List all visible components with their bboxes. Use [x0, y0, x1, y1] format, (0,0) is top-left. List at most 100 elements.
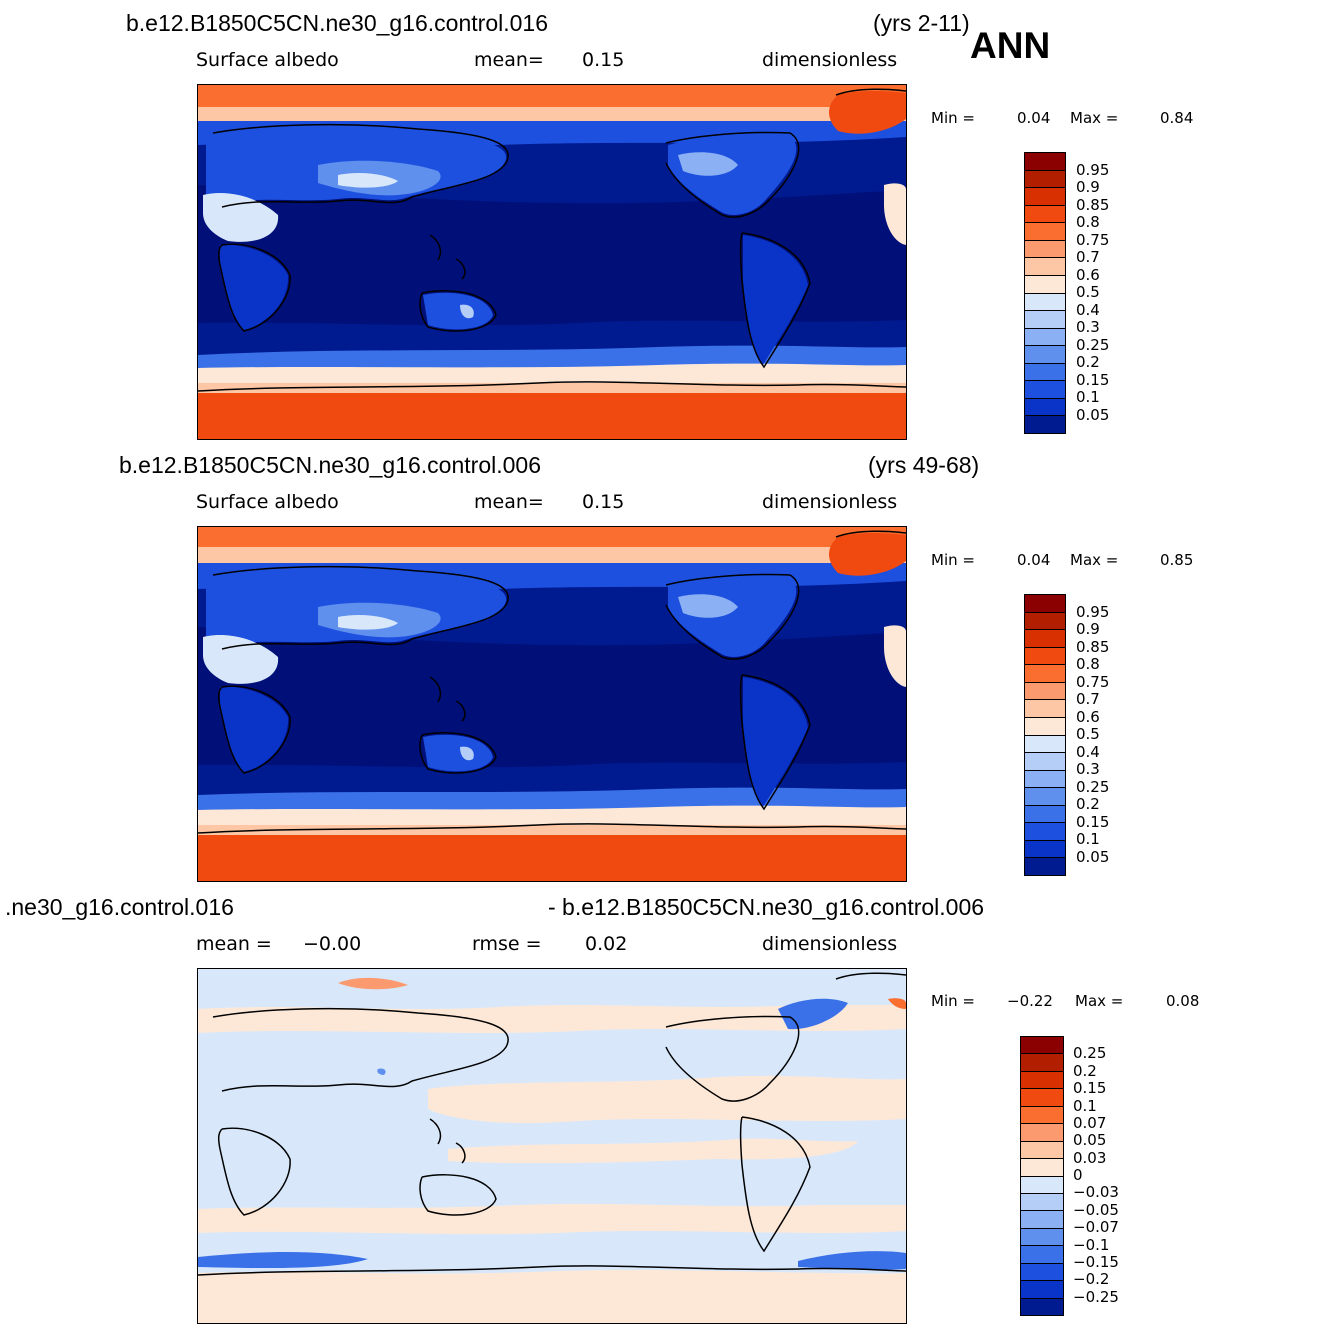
colorbar-swatch — [1025, 805, 1065, 824]
colorbar-swatch — [1025, 647, 1065, 666]
colorbar-tick-label: 0.2 — [1076, 795, 1100, 813]
colorbar-tick-label: 0.05 — [1073, 1131, 1107, 1150]
colorbar-tick-label: 0.5 — [1076, 283, 1100, 301]
panel2-mean-value: 0.15 — [582, 491, 625, 513]
colorbar-swatch — [1025, 153, 1065, 171]
colorbar-tick-label: 0.15 — [1073, 1079, 1107, 1098]
colorbar-swatch — [1025, 416, 1065, 433]
colorbar-tick-label: 0.8 — [1076, 655, 1100, 673]
colorbar-swatch — [1021, 1141, 1063, 1160]
panel3-rmse-label: rmse = — [472, 933, 542, 955]
panel1-albedo-map — [197, 84, 907, 440]
colorbar-swatch — [1025, 823, 1065, 841]
colorbar-tick-label: 0.4 — [1076, 742, 1100, 761]
colorbar-swatch — [1025, 612, 1065, 631]
panel2-min-value: 0.04 — [1017, 551, 1051, 569]
colorbar-swatch — [1025, 788, 1065, 806]
colorbar-tick-label: 0.6 — [1076, 265, 1100, 284]
colorbar-tick-label: 0.1 — [1073, 1096, 1097, 1115]
colorbar-tick-label: 0.95 — [1076, 160, 1110, 179]
colorbar-tick-label: 0.85 — [1076, 637, 1110, 656]
colorbar-swatch — [1025, 346, 1065, 364]
colorbar-swatch — [1025, 363, 1065, 382]
panel1-units: dimensionless — [762, 49, 898, 71]
panel3-case-left: .ne30_g16.control.016 — [5, 894, 234, 920]
panel3-min-value: −0.22 — [1007, 992, 1053, 1010]
colorbar-tick-label: −0.07 — [1073, 1218, 1119, 1237]
colorbar-swatch — [1021, 1071, 1063, 1090]
colorbar-tick-label: 0.25 — [1076, 335, 1110, 354]
colorbar-swatch — [1021, 1193, 1063, 1212]
panel1-max-value: 0.84 — [1160, 109, 1194, 127]
colorbar-tick-label: −0.1 — [1073, 1235, 1110, 1254]
panel3-max-label: Max = — [1075, 992, 1124, 1010]
colorbar-tick-label: 0.15 — [1076, 812, 1110, 831]
colorbar-swatch — [1025, 665, 1065, 683]
colorbar-swatch — [1025, 595, 1065, 613]
panel2-max-value: 0.85 — [1160, 551, 1194, 569]
colorbar-swatch — [1025, 840, 1065, 859]
colorbar-swatch — [1025, 258, 1065, 276]
colorbar-tick-label: 0.6 — [1076, 707, 1100, 726]
panel3-rmse-value: 0.02 — [585, 933, 628, 955]
colorbar-tick-label: 0.3 — [1076, 318, 1100, 336]
colorbar-swatch — [1025, 717, 1065, 736]
panel2-mean-label: mean= — [474, 491, 544, 513]
colorbar-tick-label: 0.8 — [1076, 213, 1100, 231]
colorbar-tick-label: 0.9 — [1076, 178, 1100, 196]
colorbar-tick-label: −0.15 — [1073, 1252, 1119, 1271]
panel3-min-label: Min = — [931, 992, 975, 1010]
panel2-min-label: Min = — [931, 551, 975, 569]
colorbar-tick-label: 0.1 — [1076, 830, 1100, 848]
panel1-colorbar — [1024, 152, 1066, 434]
colorbar-swatch — [1025, 753, 1065, 771]
colorbar-swatch — [1025, 858, 1065, 875]
colorbar-swatch — [1025, 223, 1065, 241]
panel2-units: dimensionless — [762, 491, 898, 513]
colorbar-swatch — [1021, 1246, 1063, 1264]
colorbar-tick-label: −0.2 — [1073, 1270, 1110, 1289]
colorbar-swatch — [1021, 1037, 1063, 1055]
colorbar-swatch — [1021, 1281, 1063, 1299]
colorbar-swatch — [1025, 293, 1065, 312]
colorbar-tick-label: 0.95 — [1076, 602, 1110, 621]
colorbar-tick-label: 0.03 — [1073, 1148, 1107, 1167]
colorbar-tick-label: 0.2 — [1073, 1061, 1097, 1080]
colorbar-swatch — [1021, 1054, 1063, 1072]
colorbar-swatch — [1025, 275, 1065, 294]
colorbar-tick-label: 0.85 — [1076, 195, 1110, 214]
colorbar-swatch — [1025, 700, 1065, 718]
colorbar-tick-label: 0.4 — [1076, 300, 1100, 319]
panel2-colorbar — [1024, 594, 1066, 876]
colorbar-swatch — [1025, 170, 1065, 189]
panel1-variable: Surface albedo — [196, 49, 339, 71]
panel3-colorbar — [1020, 1036, 1064, 1316]
colorbar-swatch — [1025, 735, 1065, 754]
panel3-difference-map — [197, 968, 907, 1324]
colorbar-swatch — [1025, 188, 1065, 206]
colorbar-tick-label: 0 — [1073, 1166, 1083, 1184]
colorbar-swatch — [1021, 1298, 1063, 1315]
panel1-years: (yrs 2-11) — [873, 10, 970, 36]
colorbar-tick-label: 0.7 — [1076, 248, 1100, 266]
colorbar-tick-label: 0.75 — [1076, 672, 1110, 691]
colorbar-swatch — [1021, 1159, 1063, 1177]
panel3-mean-value: −0.00 — [303, 933, 362, 955]
panel1-mean-label: mean= — [474, 49, 544, 71]
colorbar-tick-label: −0.25 — [1073, 1287, 1119, 1306]
colorbar-tick-label: 0.3 — [1076, 760, 1100, 778]
panel1-case-title: b.e12.B1850C5CN.ne30_g16.control.016 — [126, 10, 548, 36]
colorbar-tick-label: 0.2 — [1076, 353, 1100, 371]
colorbar-tick-label: 0.07 — [1073, 1113, 1107, 1132]
colorbar-tick-label: 0.75 — [1076, 230, 1110, 249]
panel2-albedo-map — [197, 526, 907, 882]
colorbar-swatch — [1025, 205, 1065, 224]
colorbar-tick-label: −0.05 — [1073, 1200, 1119, 1219]
colorbar-tick-label: 0.25 — [1073, 1044, 1107, 1063]
colorbar-swatch — [1025, 328, 1065, 347]
colorbar-swatch — [1025, 311, 1065, 329]
panel1-mean-value: 0.15 — [582, 49, 625, 71]
panel2-max-label: Max = — [1070, 551, 1119, 569]
colorbar-swatch — [1021, 1089, 1063, 1107]
colorbar-swatch — [1025, 770, 1065, 789]
